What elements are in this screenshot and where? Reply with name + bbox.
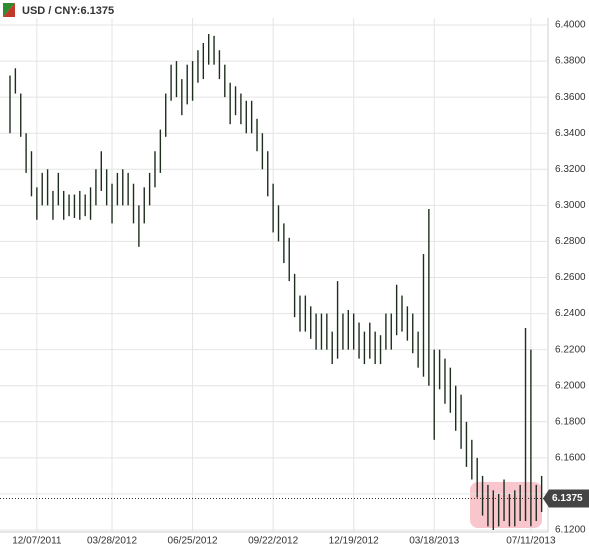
x-tick-label: 03/28/2012 bbox=[87, 536, 137, 547]
x-tick-label: 06/25/2012 bbox=[168, 536, 218, 547]
y-tick-label: 6.2400 bbox=[555, 308, 586, 319]
y-tick-label: 6.2600 bbox=[555, 272, 586, 283]
y-tick-label: 6.2200 bbox=[555, 344, 586, 355]
y-tick-label: 6.2000 bbox=[555, 380, 586, 391]
y-tick-label: 6.2800 bbox=[555, 236, 586, 247]
y-tick-label: 6.3400 bbox=[555, 128, 586, 139]
y-tick-label: 6.3200 bbox=[555, 164, 586, 175]
x-tick-label: 07/11/2013 bbox=[506, 536, 556, 547]
x-tick-label: 09/22/2012 bbox=[248, 536, 298, 547]
x-tick-label: 12/07/2011 bbox=[12, 536, 62, 547]
last-price-box bbox=[543, 489, 589, 508]
y-tick-label: 6.3800 bbox=[555, 56, 586, 67]
x-tick-label: 12/19/2012 bbox=[329, 536, 379, 547]
x-tick-label: 03/18/2013 bbox=[409, 536, 459, 547]
icon bbox=[3, 3, 15, 17]
y-tick-label: 6.4000 bbox=[555, 20, 586, 31]
last-price-label: 6.1375 bbox=[552, 493, 583, 504]
y-tick-label: 6.3600 bbox=[555, 92, 586, 103]
chart-title: USD / CNY:6.1375 bbox=[22, 5, 114, 17]
y-tick-label: 6.3000 bbox=[555, 200, 586, 211]
y-tick-label: 6.1200 bbox=[555, 525, 586, 536]
y-tick-label: 6.1800 bbox=[555, 416, 586, 427]
y-tick-label: 6.1600 bbox=[555, 452, 586, 463]
